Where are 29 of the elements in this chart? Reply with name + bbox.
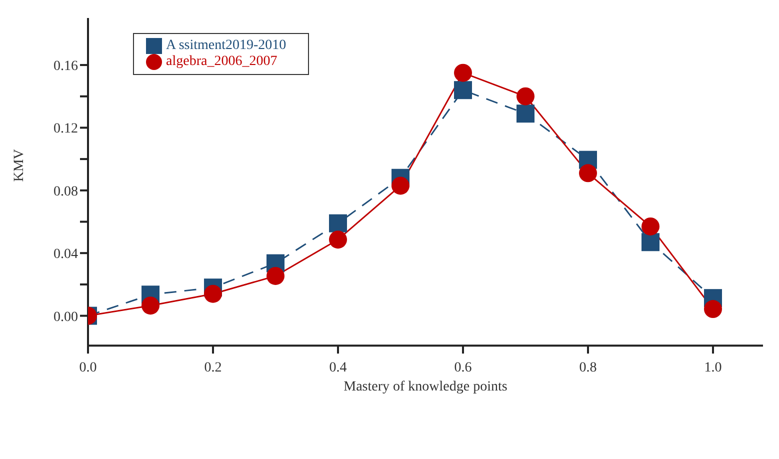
point bbox=[579, 164, 597, 182]
point bbox=[329, 230, 347, 249]
point bbox=[642, 233, 660, 252]
point bbox=[329, 214, 347, 232]
point bbox=[454, 81, 472, 100]
point bbox=[516, 104, 534, 123]
point bbox=[204, 284, 222, 303]
y-axis-title: KMV bbox=[12, 149, 27, 182]
y-tick-label: 0.12 bbox=[54, 122, 78, 137]
y-tick-label: 0.00 bbox=[54, 310, 78, 325]
x-tick-label: 0.2 bbox=[204, 360, 222, 376]
x-tick-label: 1.0 bbox=[704, 360, 722, 376]
x-tick-label: 0.6 bbox=[454, 360, 472, 376]
x-tick-label: 0.8 bbox=[579, 360, 597, 376]
point bbox=[642, 217, 660, 236]
y-tick-label: 0.04 bbox=[54, 247, 78, 262]
point bbox=[142, 296, 160, 315]
point bbox=[454, 64, 472, 82]
legend-label: A ssitment2019-2010 bbox=[166, 38, 286, 54]
point bbox=[516, 87, 534, 106]
y-tick-label: 0.16 bbox=[54, 58, 78, 74]
point bbox=[266, 266, 284, 285]
point bbox=[704, 300, 722, 318]
legend-label: algebra_2006_2007 bbox=[166, 54, 278, 70]
point bbox=[392, 176, 410, 195]
x-tick-label: 0.0 bbox=[79, 360, 97, 376]
y-tick-label: 0.08 bbox=[54, 184, 78, 200]
x-tick-label: 0.4 bbox=[329, 360, 347, 376]
x-axis-title: Mastery of knowledge points bbox=[344, 380, 508, 395]
